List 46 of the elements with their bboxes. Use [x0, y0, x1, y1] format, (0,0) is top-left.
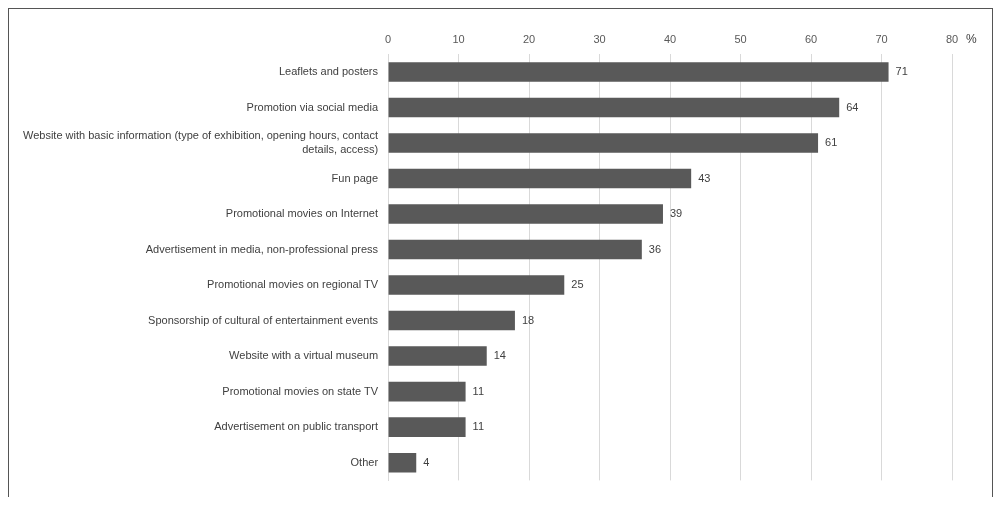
bar	[388, 417, 466, 437]
x-tick-label: 10	[452, 32, 465, 45]
y-tick-label: Promotional movies on Internet	[225, 207, 379, 220]
y-tick-label: Other	[350, 455, 379, 468]
data-label: 14	[493, 349, 506, 362]
x-axis-title: %	[966, 31, 977, 46]
data-label: 39	[669, 207, 683, 220]
bar	[388, 452, 417, 473]
data-label: 18	[521, 313, 535, 326]
x-tick-label: 50	[734, 32, 747, 45]
x-tick-label: 60	[804, 32, 818, 45]
bar	[388, 133, 819, 153]
y-tick-label: Leaflets and posters	[278, 64, 379, 77]
data-label: 25	[571, 278, 584, 291]
data-label: 43	[698, 171, 711, 184]
x-tick-label: 80	[945, 32, 959, 45]
x-tick-label: 30	[593, 32, 606, 45]
y-tick-label: Promotional movies on regional TV	[207, 278, 379, 291]
data-label: 4	[423, 455, 430, 468]
y-tick-label: Sponsorship of cultural of entertainment events	[148, 313, 379, 326]
data-label: 11	[472, 384, 485, 397]
bar	[388, 275, 565, 295]
x-tick-label: 0	[384, 32, 392, 45]
bar	[388, 168, 692, 189]
bar	[388, 310, 515, 331]
data-label: 71	[895, 64, 908, 77]
data-label: 61	[825, 136, 838, 149]
bar	[388, 204, 663, 224]
y-tick-label: Fun page	[331, 171, 379, 184]
y-tick-label: Advertisement on public transport	[214, 420, 379, 433]
data-label: 11	[472, 420, 485, 433]
y-tick-label: Advertisement in media, non-professional press	[145, 242, 379, 255]
x-tick-label: 20	[522, 32, 536, 45]
x-tick-label: 40	[663, 32, 677, 45]
y-tick-label: Promotional movies on state TV	[222, 384, 379, 397]
data-label: 64	[846, 100, 859, 113]
bar	[388, 381, 466, 402]
y-tick-label: Website with a virtual museum	[229, 349, 379, 362]
y-tick-label: Promotion via social media	[246, 100, 379, 113]
bar	[388, 239, 642, 260]
y-tick-label: Website with basic information (type of exhibition, opening hours, contact details, access)	[23, 129, 379, 155]
bar	[388, 97, 840, 118]
bar	[388, 62, 889, 82]
x-tick-label: 70	[875, 32, 888, 45]
bar	[388, 346, 487, 366]
data-label: 36	[648, 242, 662, 255]
